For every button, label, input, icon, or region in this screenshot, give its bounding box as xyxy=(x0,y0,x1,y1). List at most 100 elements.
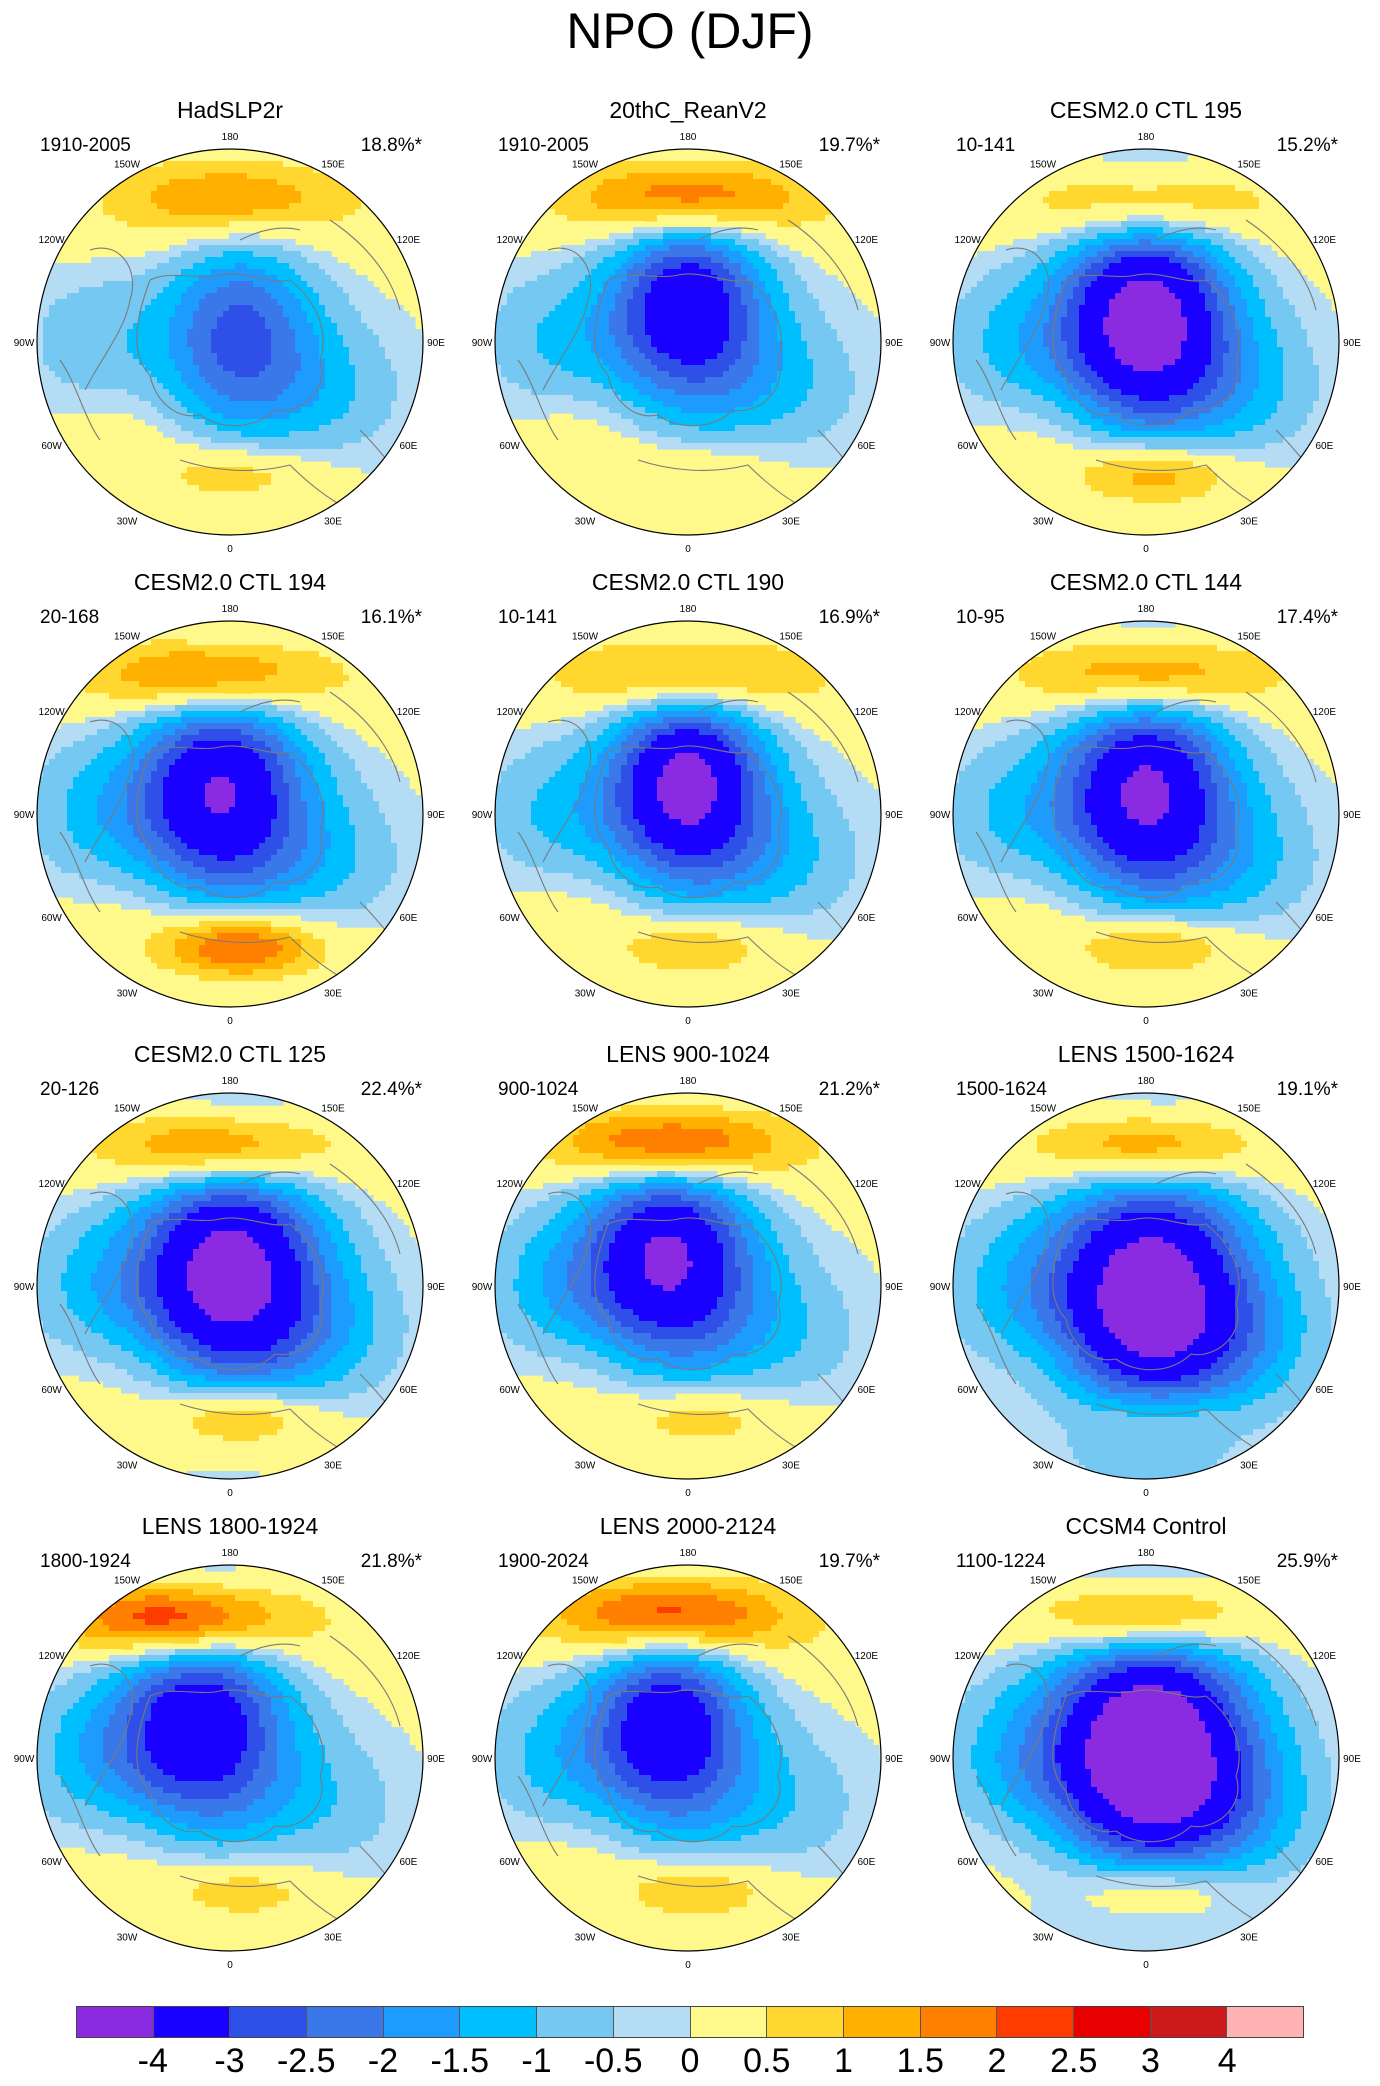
field-cell xyxy=(621,161,628,168)
field-cell xyxy=(241,473,248,480)
field-cell xyxy=(325,203,332,210)
field-cell xyxy=(121,257,128,264)
field-cell xyxy=(289,263,296,270)
field-cell xyxy=(235,401,242,408)
field-cell xyxy=(397,335,404,342)
field-cell xyxy=(181,341,188,348)
field-cell xyxy=(217,203,224,210)
field-cell xyxy=(639,203,646,210)
field-cell xyxy=(813,209,820,216)
field-cell xyxy=(415,335,422,342)
field-cell xyxy=(807,377,814,384)
field-cell xyxy=(699,257,706,264)
field-cell xyxy=(121,473,128,480)
field-cell xyxy=(103,299,110,306)
field-cell xyxy=(783,317,790,324)
field-cell xyxy=(729,377,736,384)
field-cell xyxy=(235,437,242,444)
field-cell xyxy=(403,347,410,354)
field-cell xyxy=(205,275,212,282)
field-cell xyxy=(675,197,682,204)
field-cell xyxy=(711,299,718,306)
field-cell xyxy=(337,293,344,300)
field-cell xyxy=(331,221,338,228)
field-cell xyxy=(373,233,380,240)
field-cell xyxy=(783,269,790,276)
field-cell xyxy=(151,419,158,426)
field-cell xyxy=(813,389,820,396)
field-cell xyxy=(337,395,344,402)
field-cell xyxy=(723,305,730,312)
field-cell xyxy=(861,371,868,378)
field-cell xyxy=(103,215,110,222)
field-cell xyxy=(331,365,338,372)
field-cell xyxy=(555,269,562,276)
field-cell xyxy=(837,347,844,354)
field-cell xyxy=(741,371,748,378)
field-cell xyxy=(367,467,374,474)
field-cell xyxy=(187,281,194,288)
field-cell xyxy=(741,377,748,384)
field-cell xyxy=(313,443,320,450)
field-cell xyxy=(669,335,676,342)
field-cell xyxy=(175,275,182,282)
coastline xyxy=(136,273,324,427)
field-cell xyxy=(735,209,742,216)
field-cell xyxy=(289,425,296,432)
field-cell xyxy=(693,209,700,216)
field-cell xyxy=(663,341,670,348)
field-cell xyxy=(675,269,682,276)
field-cell xyxy=(705,341,712,348)
field-cell xyxy=(163,359,170,366)
field-cell xyxy=(175,149,182,156)
field-cell xyxy=(259,269,266,276)
field-cell xyxy=(807,383,814,390)
field-cell xyxy=(343,215,350,222)
field-cell xyxy=(753,323,760,330)
field-cell xyxy=(501,353,508,360)
field-cell xyxy=(139,443,146,450)
field-cell xyxy=(199,155,206,162)
field-cell xyxy=(735,305,742,312)
field-cell xyxy=(109,299,116,306)
field-cell xyxy=(415,365,422,372)
field-cell xyxy=(561,251,568,258)
field-cell xyxy=(181,353,188,360)
field-cell xyxy=(627,191,634,198)
field-cell xyxy=(37,323,44,330)
field-cell xyxy=(157,293,164,300)
field-cell xyxy=(283,305,290,312)
field-cell xyxy=(687,293,694,300)
field-cell xyxy=(187,461,194,468)
field-cell xyxy=(223,293,230,300)
field-cell xyxy=(657,329,664,336)
field-cell xyxy=(657,311,664,318)
field-cell xyxy=(825,371,832,378)
field-cell xyxy=(693,365,700,372)
field-cell xyxy=(187,383,194,390)
field-cell xyxy=(265,173,272,180)
field-cell xyxy=(783,359,790,366)
field-cell xyxy=(283,221,290,228)
field-cell xyxy=(717,197,724,204)
field-cell xyxy=(271,167,278,174)
field-cell xyxy=(379,395,386,402)
field-cell xyxy=(397,401,404,408)
field-cell xyxy=(283,497,290,504)
field-cell xyxy=(603,299,610,306)
field-cell xyxy=(163,293,170,300)
field-cell xyxy=(591,263,598,270)
field-cell xyxy=(253,215,260,222)
field-cell xyxy=(747,269,754,276)
field-cell xyxy=(543,359,550,366)
field-cell xyxy=(367,287,374,294)
field-cell xyxy=(711,377,718,384)
field-cell xyxy=(675,239,682,246)
field-cell xyxy=(831,287,838,294)
field-cell xyxy=(229,461,236,468)
field-cell xyxy=(307,215,314,222)
field-cell xyxy=(337,341,344,348)
field-cell xyxy=(843,359,850,366)
field-cell xyxy=(301,251,308,258)
field-cell xyxy=(229,239,236,246)
